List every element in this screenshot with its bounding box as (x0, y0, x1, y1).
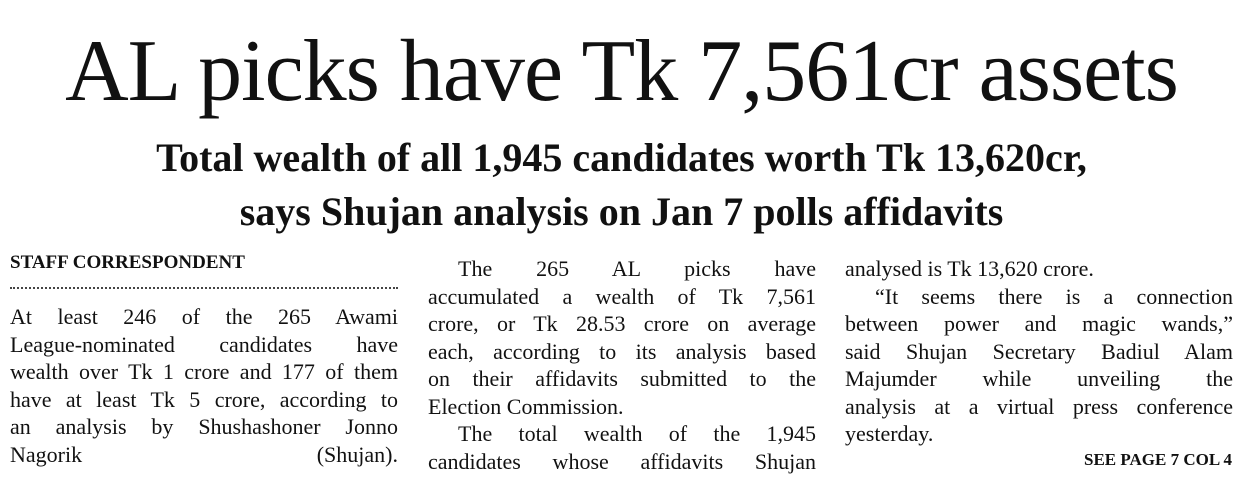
text-line: an analysis by Shushashoner Jonno (10, 414, 398, 439)
text-line: The total wealth of the 1,945 (458, 421, 816, 446)
text-line: Election Commission. (428, 393, 624, 419)
text-line: each, according to its analysis based (428, 338, 816, 364)
text-line: on their affidavits submitted to the (428, 366, 816, 391)
text-line: analysed is Tk 13,620 crore. (845, 256, 1094, 281)
byline: STAFF CORRESPONDENT (10, 252, 245, 273)
column: analysed is Tk 13,620 crore. “It seems th… (845, 255, 1233, 448)
divider (10, 287, 398, 289)
jump-line: SEE PAGE 7 COL 4 (1084, 450, 1232, 469)
text-line: The 265 AL picks have (458, 256, 816, 281)
column: At least 246 of the 265 Awami League-nomi… (10, 303, 398, 468)
headline: AL picks have Tk 7,561cr assets (65, 23, 1179, 120)
text-line: Majumder while unveiling the (845, 366, 1233, 391)
text-line: yesterday. (845, 421, 934, 446)
text-line: between power and magic wands,” (845, 311, 1233, 336)
text-line: crore, or Tk 28.53 crore on average (428, 311, 816, 336)
subheadline: Total wealth of all 1,945 candidates wor… (156, 135, 1087, 180)
text-line: wealth over Tk 1 crore and 177 of them (10, 359, 398, 384)
text-line: League-nominated candidates have (10, 331, 398, 357)
text-line: said Shujan Secretary Badiul Alam (845, 338, 1233, 364)
column: The 265 AL picks have accumulated a wealt… (428, 255, 816, 475)
text-line: “It seems there is a connection (875, 283, 1233, 309)
text-line: have at least Tk 5 crore, according to (10, 386, 398, 412)
subheadline: says Shujan analysis on Jan 7 polls affi… (239, 189, 1004, 234)
text-line: candidates whose affidavits Shujan (428, 448, 816, 474)
text-line: Nagorik (Shujan). (10, 441, 398, 467)
text-line: analysis at a virtual press conference (845, 393, 1233, 419)
text-line: accumulated a wealth of Tk 7,561 (428, 283, 816, 309)
text-line: At least 246 of the 265 Awami (10, 304, 398, 329)
